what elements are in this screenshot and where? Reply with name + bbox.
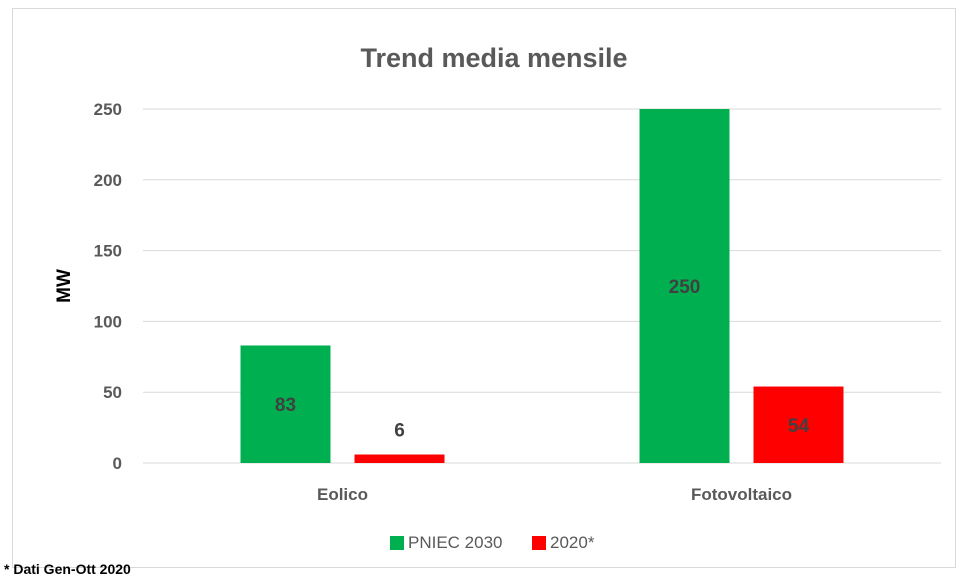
legend-swatch — [390, 536, 404, 550]
y-tick-label: 150 — [94, 242, 122, 261]
legend-label: 2020* — [550, 533, 595, 552]
x-tick-label: Eolico — [317, 485, 368, 504]
y-tick-label: 250 — [94, 100, 122, 119]
data-label: 83 — [275, 395, 296, 416]
y-tick-label: 100 — [94, 312, 122, 331]
legend: PNIEC 2030 2020* — [390, 533, 595, 552]
x-tick-labels: Eolico Fotovoltaico — [317, 485, 792, 504]
data-label: 250 — [669, 277, 701, 298]
y-tick-label: 0 — [113, 454, 122, 473]
bar — [639, 109, 730, 463]
chart-frame — [12, 8, 956, 568]
chart-title: Trend media mensile — [360, 43, 627, 73]
legend-swatch — [532, 536, 546, 550]
y-tick-label: 200 — [94, 171, 122, 190]
data-label: 6 — [394, 421, 405, 442]
y-tick-labels: 0 50 100 150 200 250 — [94, 100, 122, 473]
bars: 83 6 250 54 — [240, 109, 844, 463]
data-label: 54 — [788, 416, 810, 437]
x-tick-label: Fotovoltaico — [691, 485, 792, 504]
footnote: * Dati Gen-Ott 2020 — [4, 561, 131, 577]
legend-label: PNIEC 2030 — [408, 533, 503, 552]
y-axis-label: MW — [54, 269, 75, 303]
bar — [354, 454, 445, 463]
bar — [240, 345, 331, 463]
y-tick-label: 50 — [103, 383, 122, 402]
bar — [753, 386, 844, 463]
